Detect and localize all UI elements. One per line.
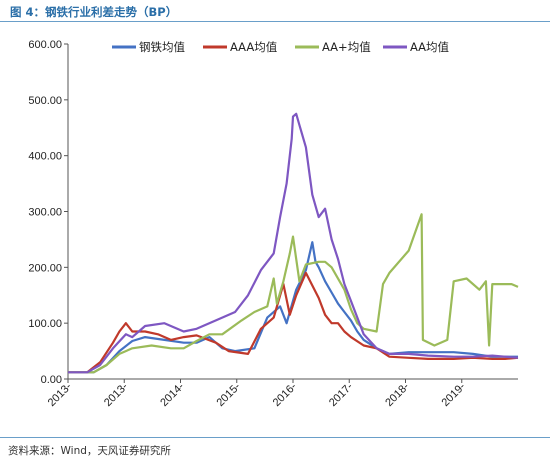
x-tick-label: 2018- — [383, 380, 412, 409]
y-tick-label: 300.00 — [28, 207, 62, 219]
y-tick-label: 600.00 — [28, 39, 62, 51]
chart-axes — [67, 44, 518, 380]
y-tick-label: 200.00 — [28, 262, 62, 274]
x-tick-label: 2015- — [214, 380, 243, 409]
y-tick-label: 500.00 — [28, 95, 62, 107]
line-chart: 0.00 100.00 200.00 300.00 400.00 500.00 600.00… — [28, 39, 519, 409]
series-line-2 — [68, 271, 519, 374]
legend-label: AA均值 — [410, 40, 450, 54]
x-tick-label: 2019- — [439, 380, 468, 409]
page-title: 图 4：钢铁行业利差走势（BP） — [10, 5, 178, 19]
y-tick-label: 100.00 — [28, 318, 62, 330]
legend-label: 钢铁均值 — [139, 40, 185, 54]
source-note: 资料来源：Wind，天风证券研究所 — [8, 445, 171, 457]
x-axis-ticks: 2013- 2013- 2014- 2015- 2016- 2017- 2018- 2019- — [46, 379, 468, 409]
series-line-3 — [68, 213, 519, 374]
title-divider — [0, 21, 550, 22]
y-axis-ticks: 0.00 100.00 200.00 300.00 400.00 500.00 600.00 — [28, 39, 68, 386]
x-tick-label: 2016- — [271, 380, 300, 409]
series-line-4 — [68, 112, 519, 374]
legend-label: AA+均值 — [322, 40, 371, 54]
series-line-1 — [68, 241, 518, 374]
y-tick-label: 0.00 — [41, 374, 62, 386]
x-tick-label: 2013- — [102, 380, 131, 409]
series-lines — [68, 112, 519, 374]
footer-divider — [0, 437, 550, 438]
x-tick-label: 2014- — [158, 380, 187, 409]
legend-label: AAA均值 — [230, 40, 278, 54]
chart-legend: 钢铁均值 AAA均值 AA+均值 AA均值 — [112, 40, 450, 54]
y-tick-label: 400.00 — [28, 151, 62, 163]
x-tick-label: 2017- — [327, 380, 356, 409]
